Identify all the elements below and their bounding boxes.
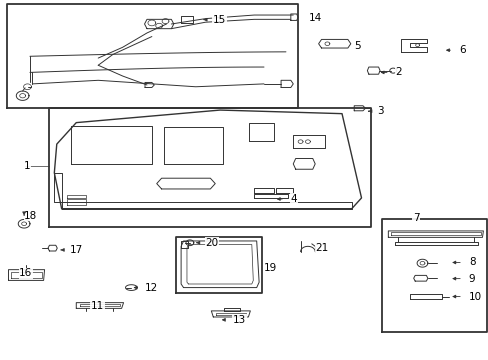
Text: 5: 5 bbox=[353, 41, 360, 50]
Text: 6: 6 bbox=[458, 45, 465, 55]
Text: 11: 11 bbox=[91, 301, 104, 311]
Text: 16: 16 bbox=[19, 268, 32, 278]
Text: 1: 1 bbox=[24, 161, 31, 171]
Text: 18: 18 bbox=[24, 211, 37, 221]
Text: 14: 14 bbox=[308, 13, 322, 23]
Text: 9: 9 bbox=[468, 274, 474, 284]
Text: 7: 7 bbox=[412, 213, 419, 222]
Text: 19: 19 bbox=[264, 263, 277, 273]
Text: 12: 12 bbox=[144, 283, 158, 293]
Text: 15: 15 bbox=[212, 15, 225, 25]
Text: 3: 3 bbox=[376, 106, 383, 116]
Text: 13: 13 bbox=[232, 315, 245, 325]
Text: 4: 4 bbox=[290, 194, 297, 204]
Text: 10: 10 bbox=[468, 292, 481, 302]
Text: 8: 8 bbox=[468, 257, 474, 267]
Text: 20: 20 bbox=[205, 238, 218, 248]
Text: 17: 17 bbox=[70, 245, 83, 255]
Text: 21: 21 bbox=[315, 243, 328, 253]
Text: 2: 2 bbox=[395, 67, 402, 77]
